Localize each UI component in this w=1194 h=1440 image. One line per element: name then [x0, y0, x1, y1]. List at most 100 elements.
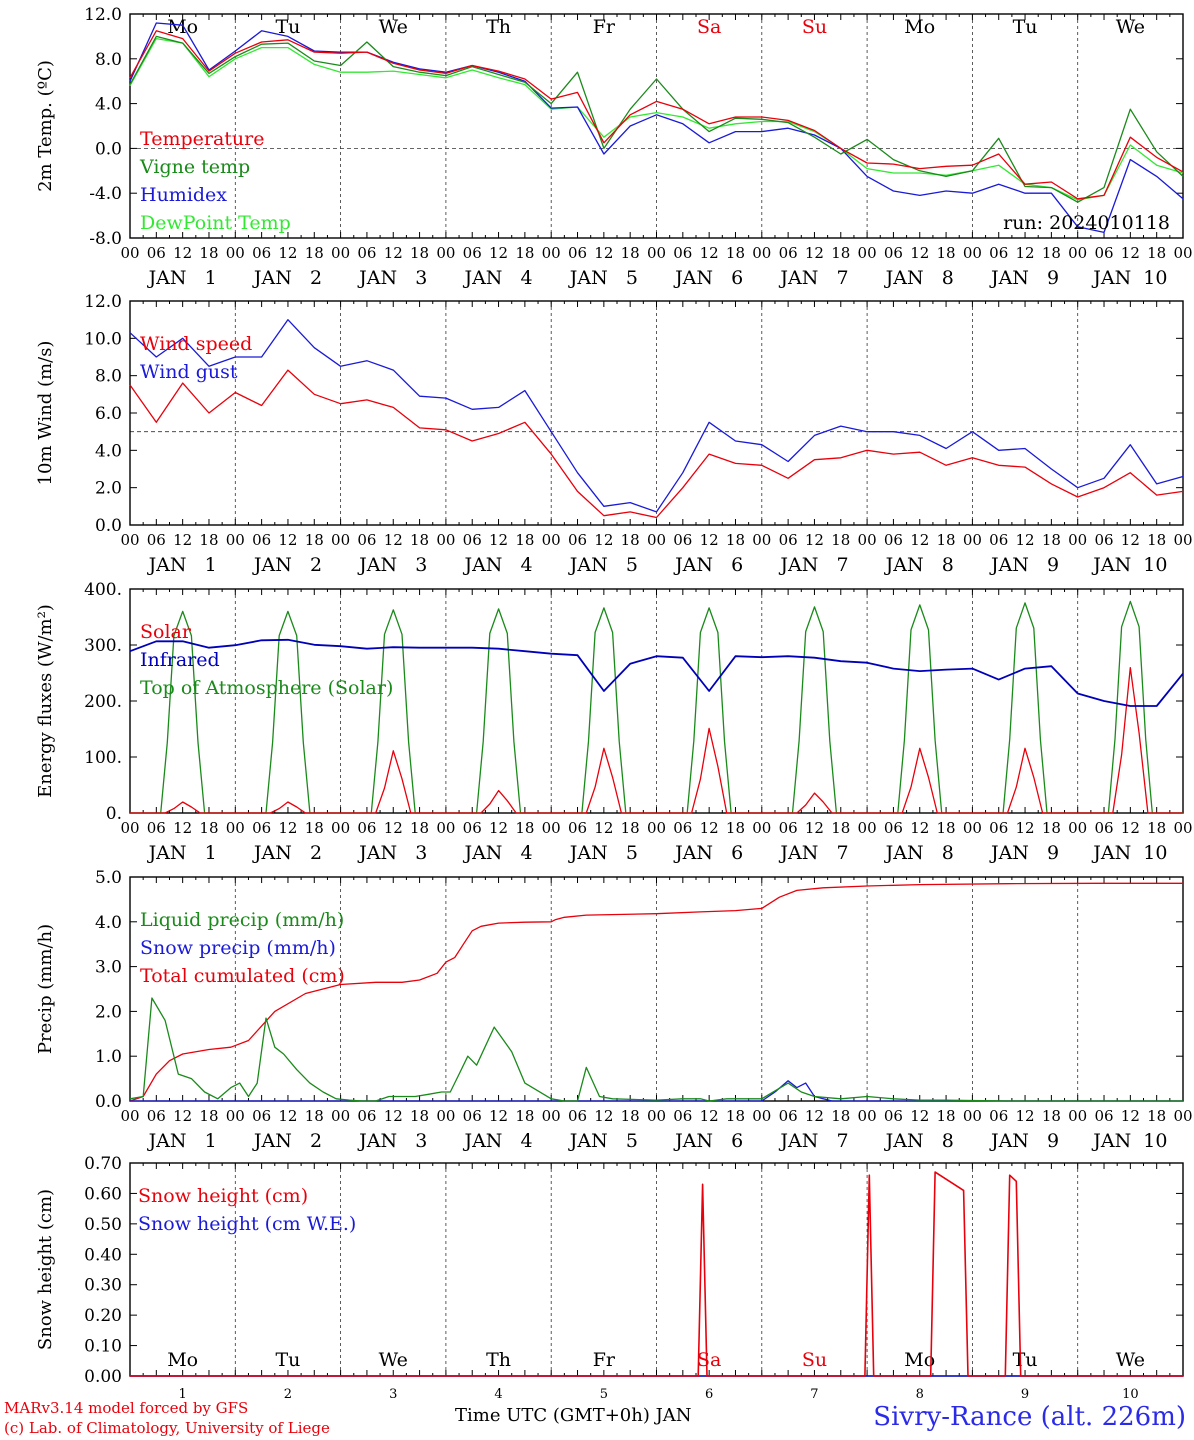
date-label: JAN 5 [568, 1130, 638, 1152]
y-tick-label: 0.10 [84, 1337, 122, 1357]
date-label: JAN 2 [252, 1130, 322, 1152]
hour-tick-label: 12 [805, 1107, 824, 1125]
hour-tick-label: 00 [331, 244, 350, 262]
day-name: Tu [275, 1349, 300, 1371]
date-label: JAN 9 [989, 267, 1059, 289]
y-axis-label: Precip (mm/h) [35, 924, 56, 1054]
time-axis-label: Time UTC (GMT+0h) JAN [455, 1405, 692, 1426]
series-snow-height-cm- [130, 1171, 1183, 1377]
panel-4: 5.0 4.0 3.0 2.0 1.0 0.0 Precip (mm/h) 00 06 12 18 0… [35, 868, 1193, 1152]
series-snow-precip-mm-h- [130, 1080, 1183, 1102]
date-label: JAN 4 [462, 1130, 532, 1152]
hour-tick-label: 18 [726, 1107, 745, 1125]
date-label: JAN 4 [462, 267, 532, 289]
day-name: Su [802, 1349, 827, 1371]
hour-tick-label: 06 [568, 531, 587, 549]
legend-entry: Snow height (cm W.E.) [138, 1213, 356, 1235]
y-tick-label: 300. [84, 636, 122, 656]
hour-tick-label: 00 [858, 531, 877, 549]
hour-tick-label: 12 [805, 819, 824, 837]
y-tick-label: 0.60 [84, 1184, 122, 1204]
hour-tick-label: 18 [937, 819, 956, 837]
y-tick-label: 0.0 [95, 516, 122, 536]
legend-entry: Infrared [140, 649, 220, 671]
hour-tick-label: 06 [147, 244, 166, 262]
hour-tick-label: 06 [252, 819, 271, 837]
y-axis-label: Energy fluxes (W/m²) [35, 604, 56, 798]
date-label: JAN 10 [1091, 267, 1167, 289]
hour-tick-label: 06 [779, 244, 798, 262]
lab-credit: (c) Lab. of Climatology, University of L… [4, 1419, 330, 1437]
hour-tick-label: 18 [831, 531, 850, 549]
date-label: JAN 6 [673, 842, 743, 864]
day-name: Fr [593, 16, 616, 38]
hour-tick-label: 06 [779, 1107, 798, 1125]
y-tick-label: 0.40 [84, 1245, 122, 1265]
day-number: 9 [1021, 1387, 1029, 1400]
run-annotation: run: 2024010118 [1003, 212, 1170, 234]
hour-tick-label: 06 [673, 244, 692, 262]
hour-tick-label: 12 [173, 1107, 192, 1125]
day-name: Tu [275, 16, 300, 38]
day-number: 4 [494, 1387, 502, 1400]
y-tick-label: 12.0 [84, 5, 122, 25]
hour-tick-label: 12 [384, 531, 403, 549]
hour-tick-label: 12 [173, 531, 192, 549]
hour-tick-label: 06 [463, 244, 482, 262]
hour-tick-label: 18 [621, 1107, 640, 1125]
hour-tick-label: 00 [1068, 819, 1087, 837]
y-tick-label: 12.0 [84, 292, 122, 312]
date-label: JAN 6 [673, 1130, 743, 1152]
day-name: Th [486, 1349, 511, 1371]
hour-tick-label: 00 [542, 819, 561, 837]
hour-tick-label: 00 [331, 1107, 350, 1125]
hour-tick-label: 12 [594, 819, 613, 837]
hour-tick-label: 06 [779, 819, 798, 837]
series-humidex [129, 22, 1184, 234]
hour-tick-label: 12 [173, 819, 192, 837]
hour-tick-label: 12 [805, 244, 824, 262]
date-label: JAN 3 [357, 267, 427, 289]
date-label: JAN 8 [884, 1130, 954, 1152]
hour-tick-label: 18 [515, 244, 534, 262]
hour-tick-label: 12 [489, 1107, 508, 1125]
day-name: We [379, 1349, 408, 1371]
date-label: JAN 5 [568, 842, 638, 864]
y-tick-label: 400. [84, 580, 122, 600]
date-label: JAN 5 [568, 554, 638, 576]
hour-tick-label: 12 [594, 1107, 613, 1125]
hour-tick-label: 12 [910, 531, 929, 549]
date-label: JAN 6 [673, 267, 743, 289]
date-label: JAN 3 [357, 1130, 427, 1152]
y-tick-label: -8.0 [89, 229, 122, 249]
y-tick-label: 8.0 [95, 50, 122, 70]
y-tick-label: 5.0 [95, 868, 122, 888]
hour-tick-label: 18 [1042, 244, 1061, 262]
panel-2: 12.0 10.0 8.0 6.0 4.0 2.0 0.0 10m Wind (m/s) 00 0… [35, 292, 1193, 576]
hour-tick-label: 00 [226, 244, 245, 262]
day-number: 8 [916, 1387, 924, 1400]
y-axis-label: Snow height (cm) [35, 1189, 56, 1350]
hour-tick-label: 00 [1173, 531, 1192, 549]
hour-tick-label: 06 [673, 1107, 692, 1125]
hour-tick-label: 12 [1121, 819, 1140, 837]
hour-tick-label: 18 [831, 819, 850, 837]
date-label: JAN 7 [778, 842, 848, 864]
y-axis-label: 10m Wind (m/s) [35, 341, 56, 486]
y-tick-label: 4.0 [95, 441, 122, 461]
day-name: Tu [1013, 1349, 1038, 1371]
hour-tick-label: 12 [910, 819, 929, 837]
hour-tick-label: 12 [805, 531, 824, 549]
date-label: JAN 9 [989, 1130, 1059, 1152]
hour-tick-label: 06 [884, 1107, 903, 1125]
forecast-charts: 12.08.04.00.0-4.0-8.02m Temp. (ºC)00 06 12… [35, 5, 1193, 1400]
hour-tick-label: 06 [252, 1107, 271, 1125]
date-label: JAN 9 [989, 842, 1059, 864]
hour-tick-label: 18 [831, 244, 850, 262]
y-tick-label: 0. [106, 804, 122, 824]
y-tick-label: 10.0 [84, 329, 122, 349]
hour-tick-label: 00 [120, 1107, 139, 1125]
y-tick-label: 0.70 [84, 1154, 122, 1174]
hour-tick-label: 00 [963, 244, 982, 262]
hour-tick-label: 12 [594, 244, 613, 262]
